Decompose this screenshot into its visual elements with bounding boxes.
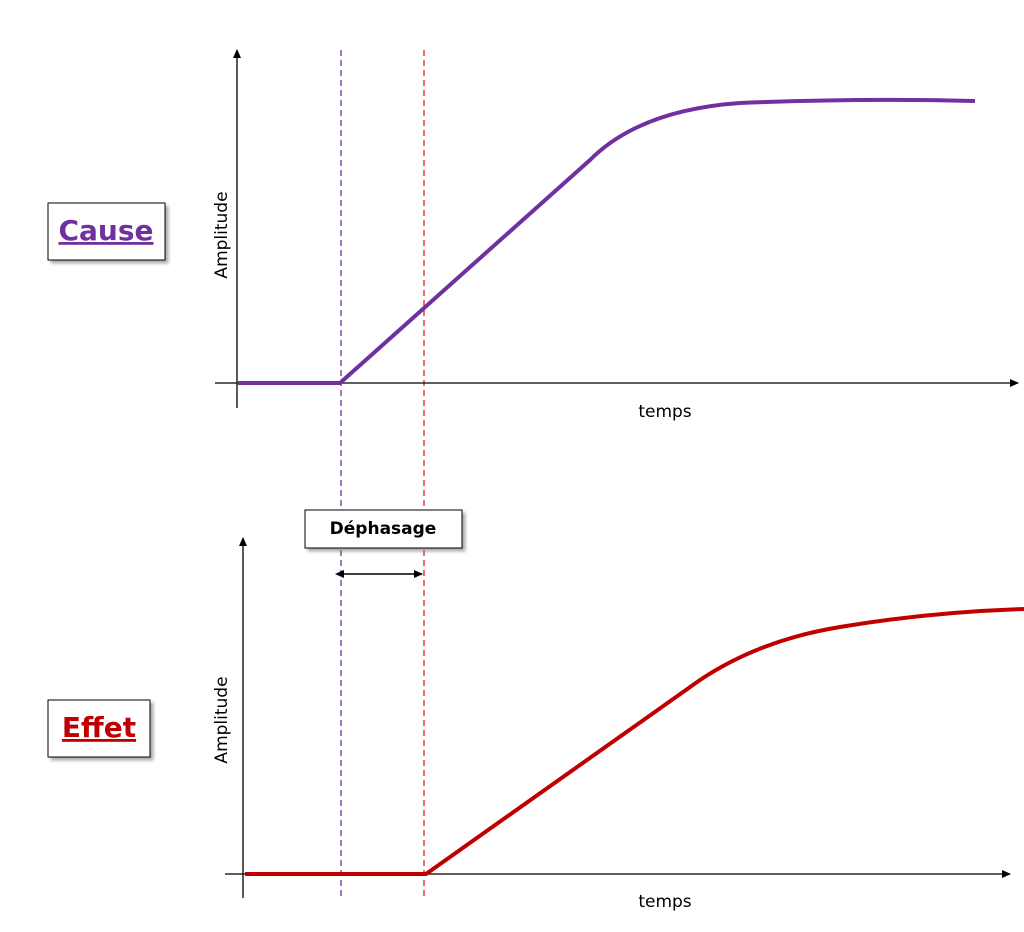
phase-box (304, 509, 463, 549)
y-axis-label: Amplitude (212, 676, 232, 763)
effect-box (47, 699, 151, 758)
cause-label: Cause (58, 214, 153, 247)
effect-curve (245, 607, 1024, 876)
x-axis-label: temps (638, 402, 691, 422)
y-axis-label: Amplitude (212, 191, 232, 278)
x-axis-label: temps (638, 892, 691, 912)
cause-curve (237, 97, 976, 385)
cause-box (47, 202, 166, 261)
effect-label: Effet (62, 711, 136, 744)
phase-label: Déphasage (330, 519, 437, 539)
